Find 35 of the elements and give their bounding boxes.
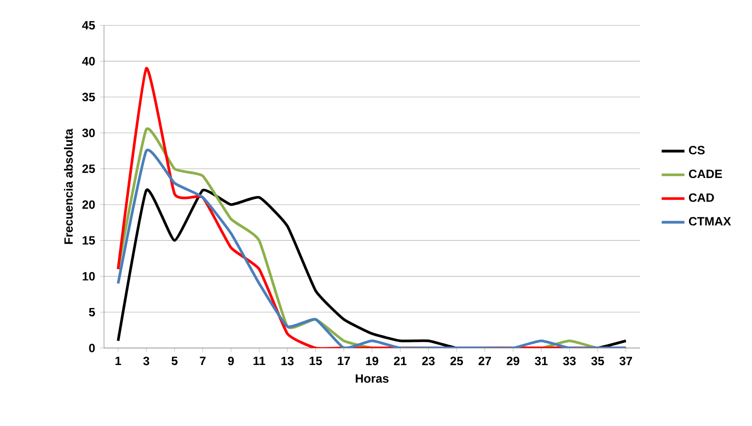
- y-tick-label: 40: [82, 56, 95, 66]
- legend-label: CADE: [688, 170, 722, 178]
- x-tick-label: 27: [478, 356, 491, 366]
- x-tick-label: 25: [450, 356, 463, 366]
- x-tick-label: 9: [228, 356, 234, 366]
- x-tick-label: 31: [534, 356, 548, 366]
- y-tick-label: 30: [82, 128, 95, 138]
- x-tick-label: 21: [394, 356, 407, 366]
- x-tick-label: 29: [506, 356, 520, 366]
- legend-label: CS: [688, 146, 705, 154]
- y-tick-label: 5: [88, 308, 95, 316]
- x-tick-label: 11: [254, 356, 266, 365]
- x-tick-label: 13: [281, 356, 294, 366]
- y-tick-label: 20: [82, 200, 95, 209]
- x-tick-label: 19: [366, 356, 378, 366]
- x-tick-label: 3: [143, 356, 150, 366]
- y-tick-label: 45: [82, 21, 95, 30]
- y-tick-label: 10: [82, 272, 95, 281]
- x-axis-title: Horas: [356, 374, 389, 383]
- x-tick-label: 37: [620, 356, 632, 366]
- y-tick-label: 0: [89, 344, 95, 352]
- legend-label: CAD: [688, 193, 714, 202]
- legend-label: CTMAX: [688, 217, 732, 226]
- y-axis-title: Frecuencia absoluta: [64, 128, 73, 244]
- x-tick-label: 35: [591, 356, 604, 366]
- x-tick-label: 33: [563, 356, 576, 366]
- x-tick-label: 15: [310, 356, 322, 366]
- y-tick-label: 35: [82, 92, 95, 102]
- x-tick-label: 5: [172, 356, 178, 366]
- x-tick-label: 23: [422, 356, 435, 366]
- y-tick-label: 25: [82, 164, 95, 173]
- x-tick-label: 7: [200, 356, 206, 365]
- x-tick-label: 1: [116, 356, 122, 365]
- x-tick-label: 17: [338, 356, 350, 365]
- y-tick-label: 15: [82, 236, 95, 245]
